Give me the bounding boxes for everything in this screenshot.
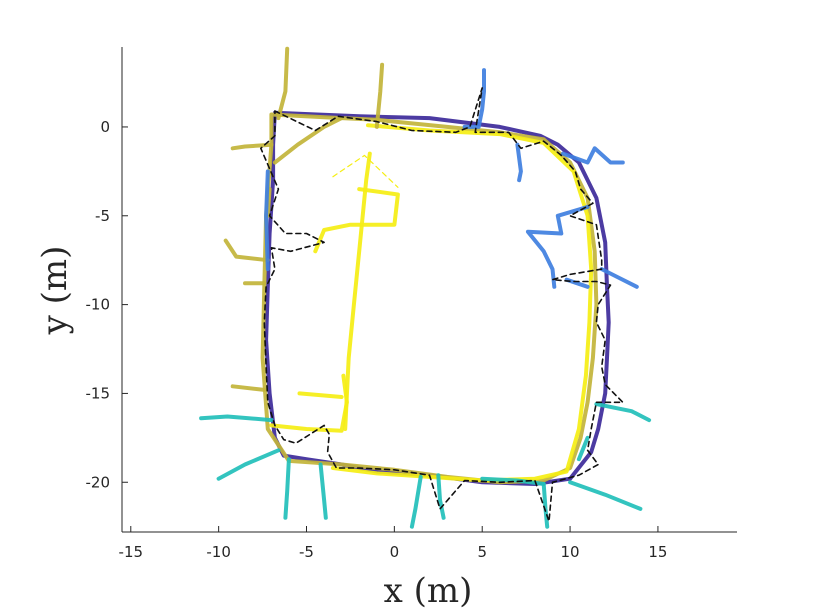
trajectory-yellow-4 bbox=[297, 391, 344, 399]
trajectory-teal-26 bbox=[409, 474, 423, 529]
trajectory-teal-25 bbox=[318, 462, 328, 520]
trajectory-teal-32 bbox=[576, 435, 590, 462]
trajectory-yellow-6 bbox=[313, 187, 400, 254]
trajectory-blue-18 bbox=[525, 204, 590, 289]
trajectory-olive-14 bbox=[374, 62, 385, 129]
trajectory-blue-15 bbox=[462, 68, 486, 129]
trajectory-layer bbox=[199, 46, 652, 529]
trajectory-olive-12 bbox=[230, 384, 267, 392]
x-tick-label: -5 bbox=[299, 543, 314, 561]
trajectory-teal-23 bbox=[216, 448, 281, 481]
y-tick-label: -10 bbox=[86, 296, 111, 314]
x-tick-label: 15 bbox=[648, 543, 667, 561]
trajectory-dashed-33 bbox=[259, 87, 624, 523]
axes bbox=[121, 47, 737, 533]
trajectory-yellow-2 bbox=[330, 123, 594, 483]
y-tick-label: -5 bbox=[95, 207, 110, 225]
trajectory-teal-31 bbox=[594, 402, 652, 423]
y-tick-label: 0 bbox=[100, 118, 110, 136]
trajectory-yellow-5 bbox=[343, 151, 372, 431]
trajectory-olive-10 bbox=[223, 238, 270, 263]
trajectory-blue-19 bbox=[599, 267, 639, 289]
x-tick-label: -10 bbox=[206, 543, 231, 561]
trajectory-navy-0 bbox=[264, 110, 611, 486]
trajectory-teal-22 bbox=[199, 414, 274, 423]
y-axis-title: y (m) bbox=[35, 246, 75, 336]
trajectory-blue-17 bbox=[561, 146, 625, 165]
x-tick-label: 10 bbox=[561, 543, 580, 561]
trajectory-olive-1 bbox=[260, 112, 599, 485]
x-tick-label: 5 bbox=[477, 543, 487, 561]
y-tick-label: -20 bbox=[86, 473, 111, 491]
trajectory-olive-13 bbox=[272, 116, 344, 165]
trajectory-teal-30 bbox=[568, 480, 643, 511]
x-tick-label: 0 bbox=[390, 543, 400, 561]
x-axis-title: x (m) bbox=[384, 571, 473, 611]
trajectory-olive-7 bbox=[276, 46, 290, 121]
x-tick-label: -15 bbox=[119, 543, 144, 561]
y-tick-label: -15 bbox=[86, 384, 111, 402]
tick-layer: -15 -10 -5 0 5 10 15 0 -5 -10 -15 -20 bbox=[86, 118, 668, 561]
trajectory-blue-21 bbox=[264, 169, 270, 272]
trajectory-teal-29 bbox=[541, 482, 550, 529]
trajectory-olive-8 bbox=[230, 142, 274, 151]
trajectory-yellow-34 bbox=[332, 154, 399, 188]
trajectory-yellow-3 bbox=[269, 373, 349, 433]
trajectory-teal-27 bbox=[436, 473, 446, 520]
trajectory-blue-16 bbox=[515, 142, 523, 183]
trajectory-teal-24 bbox=[283, 457, 291, 520]
